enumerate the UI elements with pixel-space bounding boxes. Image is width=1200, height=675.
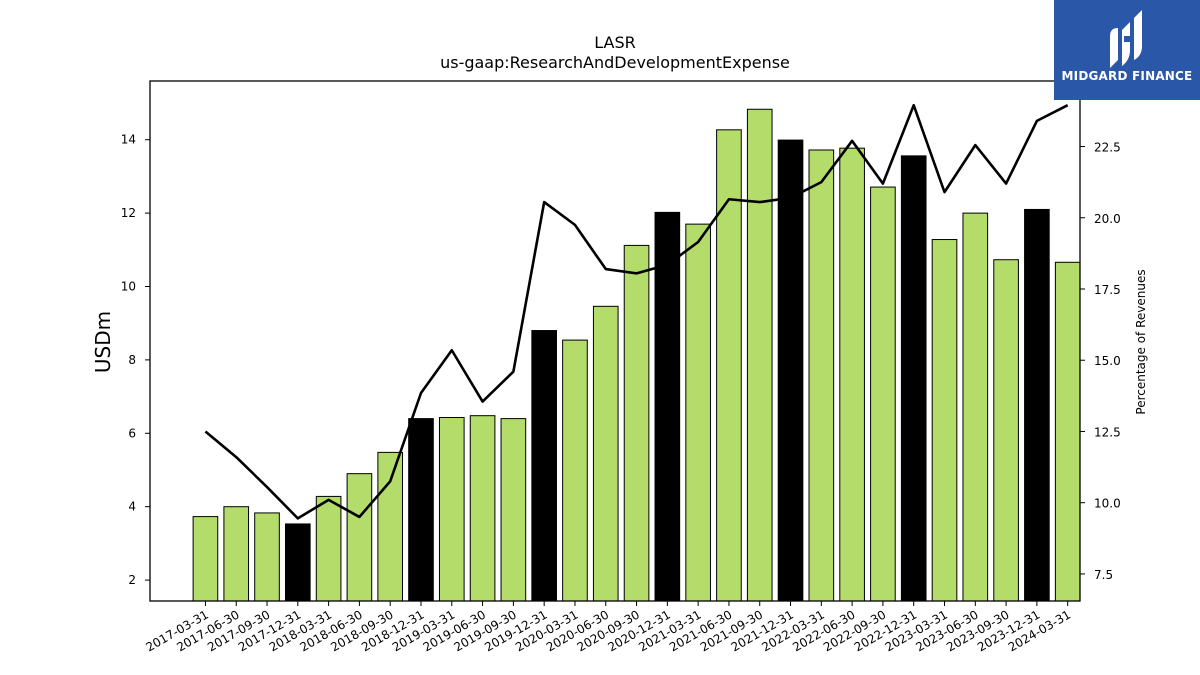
bar-2020-12-31 <box>654 211 681 602</box>
bar-2019-12-31 <box>531 330 557 602</box>
y2-tick-label: 20.0 <box>1094 212 1121 226</box>
y-tick-label: 10 <box>121 280 136 294</box>
bar-2019-03-31 <box>438 417 465 602</box>
y-tick-label: 2 <box>128 573 136 587</box>
bar-2022-06-30 <box>839 147 865 602</box>
y2-axis-label: Percentage of Revenues <box>1134 269 1148 414</box>
y2-tick-label: 15.0 <box>1094 354 1121 368</box>
bar-2023-06-30 <box>962 212 989 602</box>
bar-2024-03-31 <box>1054 261 1081 602</box>
bar-2023-03-31 <box>931 239 958 602</box>
bar-2022-03-31 <box>808 149 835 602</box>
y2-tick-label: 7.5 <box>1094 568 1113 582</box>
bar-2017-03-31 <box>192 516 219 602</box>
y-tick-label: 14 <box>121 133 136 147</box>
chart-subtitle: us-gaap:ResearchAndDevelopmentExpense <box>440 53 790 72</box>
bar-2021-09-30 <box>746 108 773 602</box>
y2-tick-label: 10.0 <box>1094 497 1121 511</box>
y-axis-label: USDm <box>91 311 115 373</box>
bar-2021-12-31 <box>777 139 804 602</box>
bar-2018-09-30 <box>377 451 404 602</box>
chart-title: LASR <box>594 33 636 52</box>
y2-tick-label: 12.5 <box>1094 425 1121 439</box>
y-tick-label: 4 <box>128 500 136 514</box>
bar-2021-03-31 <box>685 223 711 602</box>
y-tick-label: 8 <box>128 353 136 367</box>
bar-2017-12-31 <box>284 523 311 602</box>
revenue-percentage-line <box>204 103 1069 520</box>
bar-2017-09-30 <box>254 512 280 602</box>
bar-2022-12-31 <box>900 155 927 602</box>
bar-2018-03-31 <box>315 495 342 602</box>
bar-2021-06-30 <box>716 129 742 602</box>
bar-2020-06-30 <box>592 305 619 602</box>
y-tick-label: 12 <box>121 206 136 220</box>
bar-2018-12-31 <box>408 418 434 602</box>
bar-2023-09-30 <box>993 259 1019 602</box>
y2-tick-label: 22.5 <box>1094 141 1121 155</box>
bar-2018-06-30 <box>346 473 373 602</box>
plot-frame <box>149 80 1081 602</box>
bar-2020-03-31 <box>562 339 588 602</box>
brand-logo: MIDGARD FINANCE <box>1054 0 1200 100</box>
bar-2022-09-30 <box>870 186 896 602</box>
bar-2020-09-30 <box>623 244 650 602</box>
bar-2019-09-30 <box>500 418 527 602</box>
y-tick-label: 6 <box>128 426 136 440</box>
brand-name: MIDGARD FINANCE <box>1061 69 1193 83</box>
bar-2023-12-31 <box>1024 208 1050 602</box>
y2-tick-label: 17.5 <box>1094 283 1121 297</box>
bar-2019-06-30 <box>469 415 496 602</box>
midgard-logo-icon <box>1110 10 1142 68</box>
bar-2017-06-30 <box>223 506 250 602</box>
